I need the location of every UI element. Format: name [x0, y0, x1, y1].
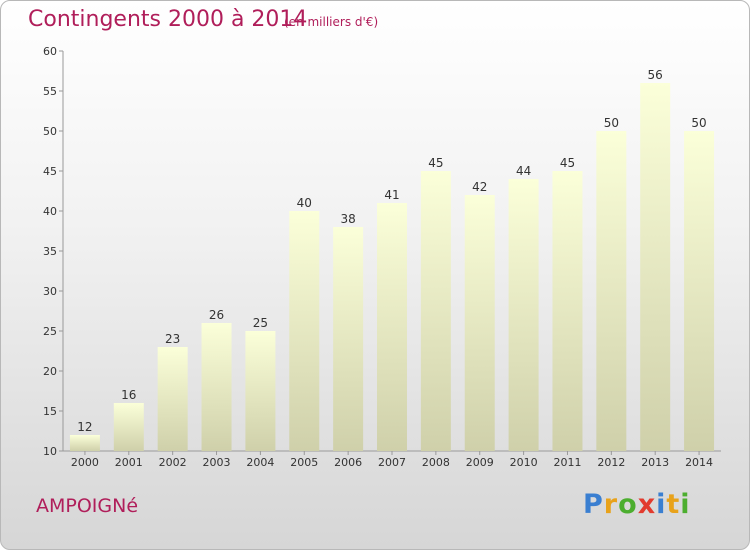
y-tick-label: 15: [43, 405, 57, 418]
bar: [201, 323, 232, 451]
y-tick-label: 30: [43, 285, 57, 298]
proxiti-logo-letter: t: [666, 489, 681, 520]
x-tick-label: 2013: [641, 456, 669, 469]
bar: [69, 435, 100, 451]
y-tick-label: 35: [43, 245, 57, 258]
bar: [113, 403, 144, 451]
commune-name: AMPOIGNé: [36, 495, 139, 517]
data-label: 38: [340, 212, 355, 226]
data-label: 40: [297, 196, 312, 210]
bar: [245, 331, 276, 451]
x-tick-label: 2004: [246, 456, 274, 469]
y-tick-label: 40: [43, 205, 57, 218]
proxiti-logo-letter: x: [637, 489, 657, 520]
data-label: 45: [560, 156, 575, 170]
chart-title: Contingents 2000 à 2014: [28, 7, 308, 32]
bar: [552, 171, 583, 451]
y-tick-label: 20: [43, 365, 57, 378]
proxiti-logo-letter: i: [656, 489, 667, 520]
x-tick-label: 2010: [510, 456, 538, 469]
bar: [377, 203, 407, 451]
y-tick-label: 55: [43, 85, 57, 98]
data-label: 41: [384, 188, 399, 202]
chart-unit: (en milliers d'€): [284, 15, 379, 29]
data-label: 26: [209, 308, 224, 322]
data-label: 12: [77, 420, 92, 434]
data-label: 44: [516, 164, 531, 178]
bar: [333, 227, 364, 451]
x-tick-label: 2001: [115, 456, 143, 469]
x-tick-label: 2011: [553, 456, 581, 469]
proxiti-logo-letter: o: [618, 489, 638, 520]
x-tick-label: 2003: [203, 456, 231, 469]
bar: [596, 131, 627, 451]
y-tick-label: 10: [43, 445, 57, 458]
data-label: 42: [472, 180, 487, 194]
x-tick-label: 2014: [685, 456, 713, 469]
data-label: 25: [253, 316, 268, 330]
x-tick-label: 2000: [71, 456, 99, 469]
y-tick-label: 25: [43, 325, 57, 338]
bar: [157, 347, 188, 451]
x-tick-label: 2002: [159, 456, 187, 469]
bar: [640, 83, 671, 451]
data-label: 50: [604, 116, 619, 130]
y-tick-label: 50: [43, 125, 57, 138]
proxiti-logo-letter: i: [680, 489, 691, 520]
x-tick-label: 2009: [466, 456, 494, 469]
bar: [684, 131, 715, 451]
data-label: 50: [691, 116, 706, 130]
y-tick-label: 45: [43, 165, 57, 178]
proxiti-logo-letter: r: [603, 489, 619, 520]
data-label: 45: [428, 156, 443, 170]
x-tick-label: 2005: [290, 456, 318, 469]
x-tick-label: 2006: [334, 456, 362, 469]
proxiti-logo-letter: P: [583, 489, 604, 520]
proxiti-logo: Proxiti: [583, 489, 691, 520]
bar: [464, 195, 495, 451]
data-label: 23: [165, 332, 180, 346]
x-tick-label: 2007: [378, 456, 406, 469]
data-label: 16: [121, 388, 136, 402]
bar: [420, 171, 451, 451]
x-tick-label: 2008: [422, 456, 450, 469]
x-tick-label: 2012: [597, 456, 625, 469]
bar: [508, 179, 539, 451]
y-tick-label: 60: [43, 45, 57, 58]
bar: [289, 211, 320, 451]
data-label: 56: [648, 68, 663, 82]
